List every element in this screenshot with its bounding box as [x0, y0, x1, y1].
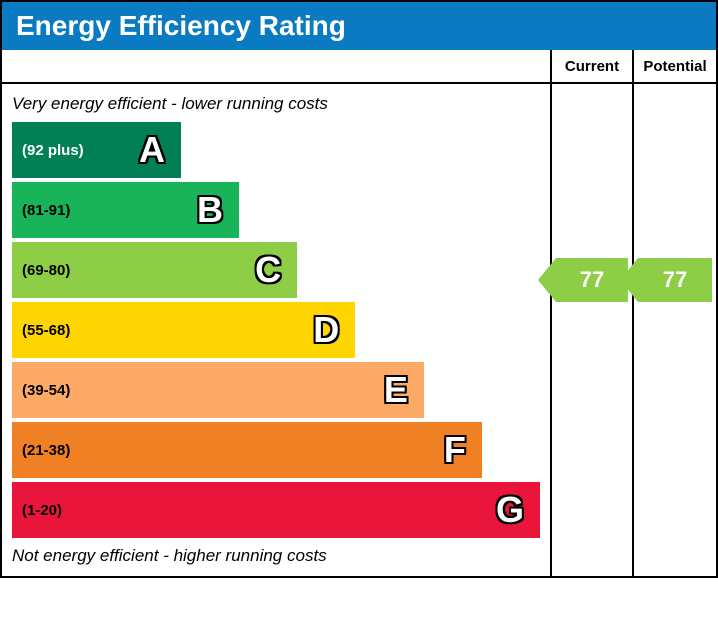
chart-title: Energy Efficiency Rating: [2, 2, 716, 50]
potential-pointer: 77: [638, 258, 712, 302]
potential-column: 77: [634, 84, 716, 576]
current-column: 77: [552, 84, 634, 576]
band-range: (81-91): [12, 202, 197, 219]
band-range: (39-54): [12, 382, 384, 399]
band-letter: B: [197, 189, 239, 231]
band-b: (81-91)B: [12, 182, 239, 238]
epc-chart: Energy Efficiency Rating Current Potenti…: [0, 0, 718, 578]
band-c: (69-80)C: [12, 242, 297, 298]
band-letter: D: [313, 309, 355, 351]
header-current: Current: [552, 50, 634, 82]
caption-top: Very energy efficient - lower running co…: [2, 90, 550, 118]
band-letter: F: [444, 429, 482, 471]
current-pointer: 77: [556, 258, 628, 302]
header-chart-spacer: [2, 50, 552, 82]
band-a: (92 plus)A: [12, 122, 181, 178]
band-range: (92 plus): [12, 142, 139, 159]
potential-pointer-value: 77: [663, 267, 687, 293]
band-f: (21-38)F: [12, 422, 482, 478]
band-letter: G: [496, 489, 540, 531]
band-d: (55-68)D: [12, 302, 355, 358]
bands-column: Very energy efficient - lower running co…: [2, 84, 552, 576]
band-letter: C: [255, 249, 297, 291]
band-letter: A: [139, 129, 181, 171]
band-range: (55-68): [12, 322, 313, 339]
data-row: Very energy efficient - lower running co…: [2, 84, 716, 576]
bands-list: (92 plus)A(81-91)B(69-80)C(55-68)D(39-54…: [2, 122, 550, 538]
band-range: (1-20): [12, 502, 496, 519]
band-range: (69-80): [12, 262, 255, 279]
band-e: (39-54)E: [12, 362, 424, 418]
header-potential: Potential: [634, 50, 716, 82]
header-row: Current Potential: [2, 50, 716, 84]
caption-bottom: Not energy efficient - higher running co…: [2, 542, 550, 570]
band-letter: E: [384, 369, 424, 411]
band-range: (21-38): [12, 442, 444, 459]
current-pointer-value: 77: [580, 267, 604, 293]
band-g: (1-20)G: [12, 482, 540, 538]
